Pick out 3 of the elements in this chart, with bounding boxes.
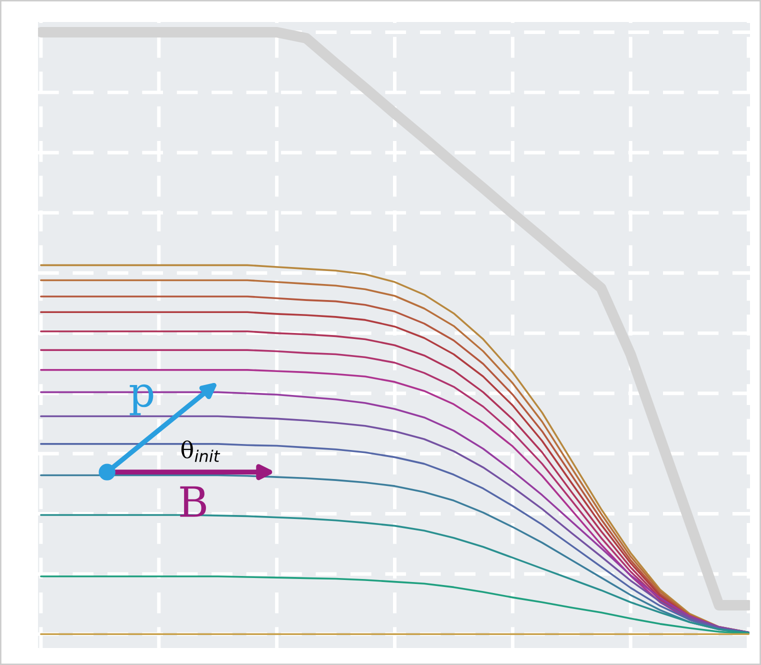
annotation: B <box>180 486 206 517</box>
annotation: p <box>130 384 154 416</box>
annotation: θ$_{init}$ <box>181 440 220 462</box>
